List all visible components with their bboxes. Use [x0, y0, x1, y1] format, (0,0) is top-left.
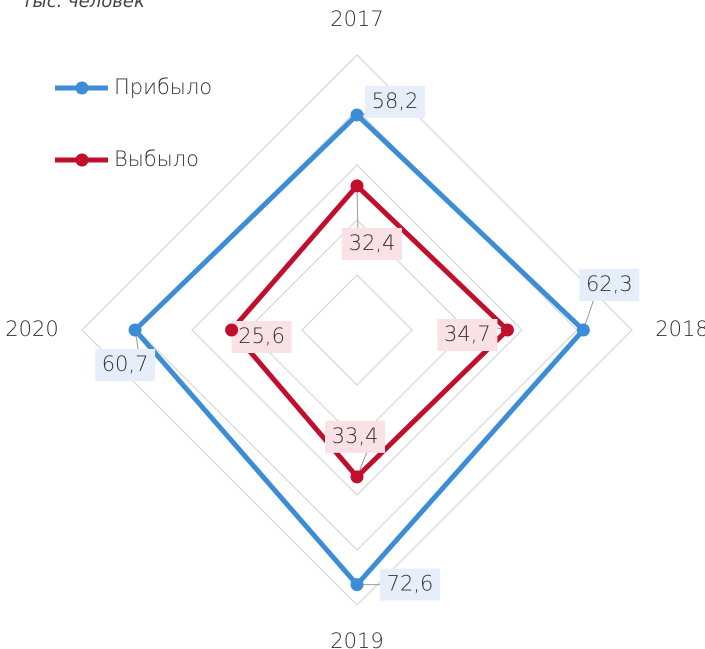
- legend-label: Выбыло: [114, 147, 199, 171]
- axis-label: 2019: [330, 629, 383, 649]
- label-bg: [231, 321, 292, 353]
- data-label: 25,6: [238, 324, 285, 348]
- data-label: 60,7: [102, 352, 149, 376]
- data-label: 62,3: [586, 272, 633, 296]
- label-bg: [437, 319, 498, 351]
- axis-label: 2020: [5, 317, 58, 341]
- legend-marker: [75, 153, 89, 167]
- legend-label: Прибыло: [114, 75, 212, 99]
- data-label: 33,4: [332, 424, 379, 448]
- grid-ring: [81, 54, 633, 606]
- point: [350, 179, 364, 193]
- axis-label: 2018: [655, 317, 705, 341]
- data-label: 32,4: [349, 231, 396, 255]
- grid-ring: [301, 274, 413, 386]
- label-bg: [579, 269, 640, 301]
- point: [500, 323, 514, 337]
- point: [350, 108, 364, 122]
- point: [128, 323, 142, 337]
- label-bg: [325, 420, 385, 453]
- data-label: 58,2: [372, 89, 419, 113]
- data-label: 34,7: [444, 322, 491, 346]
- label-bg: [380, 568, 440, 601]
- label-bg: [95, 349, 156, 381]
- point: [350, 470, 364, 484]
- point: [576, 323, 590, 337]
- label-bg: [342, 227, 402, 260]
- grid-ring: [191, 164, 523, 496]
- axis-label: 2017: [330, 7, 383, 31]
- label-bg: [365, 85, 425, 118]
- leader-line: [356, 185, 359, 234]
- point: [225, 323, 239, 337]
- legend-marker: [75, 81, 89, 95]
- point: [350, 578, 364, 592]
- data-label: 72,6: [387, 572, 434, 596]
- subtitle: тыс. человек: [22, 0, 145, 12]
